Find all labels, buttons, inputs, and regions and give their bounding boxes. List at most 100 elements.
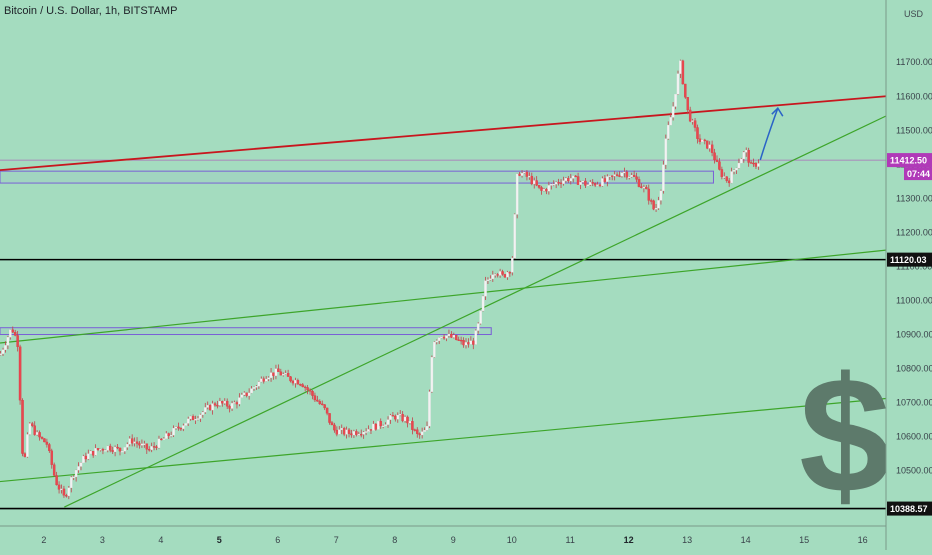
candle-down [710, 144, 714, 153]
candle-down [720, 169, 724, 177]
x-tick-label: 10 [507, 535, 517, 545]
candle-up [552, 183, 555, 186]
y-tick-label: 11200.00 [896, 227, 932, 237]
candle-up [674, 93, 677, 107]
candle-down [40, 436, 44, 439]
candle-up [430, 357, 434, 392]
candle-down [235, 402, 239, 405]
candle-up [476, 323, 480, 331]
candle-up [121, 450, 124, 453]
candle-up [550, 183, 553, 186]
candle-up [423, 430, 426, 432]
candle-up [274, 368, 278, 376]
candle-up [338, 429, 341, 435]
candle-up [757, 163, 760, 167]
candle-down [13, 332, 17, 336]
y-tick-label: 11600.00 [896, 91, 932, 101]
candle-down [296, 380, 300, 385]
x-tick-label: 2 [41, 535, 46, 545]
candle-up [74, 469, 78, 478]
candle-down [450, 333, 453, 338]
candle-up [662, 164, 665, 192]
candle-down [693, 120, 697, 128]
candle-down [637, 179, 641, 187]
candle-down [455, 335, 458, 340]
candle-down [618, 175, 621, 177]
candle-up [194, 419, 197, 421]
candle-up [381, 425, 385, 427]
candle-up [243, 392, 246, 396]
candle-up [162, 438, 166, 440]
candle-up [452, 335, 456, 338]
candle-down [413, 429, 417, 431]
candle-down [462, 340, 465, 346]
forecast-arrowhead [771, 106, 784, 117]
candle-up [99, 449, 102, 451]
x-tick-label: 14 [741, 535, 751, 545]
candle-up [630, 174, 633, 177]
candle-up [281, 374, 285, 376]
candle-up [669, 117, 672, 126]
candle-up [238, 397, 241, 405]
candle-up [0, 353, 2, 356]
candle-up [606, 176, 609, 182]
candle-down [359, 434, 363, 436]
candle-down [503, 274, 507, 278]
x-tick-label: 6 [275, 535, 280, 545]
x-tick-label: 9 [451, 535, 456, 545]
candle-up [340, 428, 343, 430]
candle-up [123, 447, 127, 452]
candle-down [213, 403, 217, 406]
candle-up [206, 405, 209, 408]
candle-down [703, 139, 707, 142]
candle-down [333, 424, 336, 431]
candle-down [303, 386, 307, 389]
candle-down [467, 342, 470, 345]
candle-up [601, 178, 604, 187]
candle-down [96, 448, 100, 450]
candle-up [184, 423, 188, 426]
candle-down [545, 189, 548, 192]
candle-up [701, 139, 704, 142]
candle-down [725, 176, 728, 181]
candle-up [435, 340, 439, 343]
candle-down [632, 174, 636, 177]
countdown-label: 07:44 [907, 169, 930, 179]
x-tick-label: 4 [158, 535, 163, 545]
candle-up [60, 488, 63, 491]
candle-up [596, 184, 599, 186]
y-tick-label: 11300.00 [896, 193, 932, 203]
candle-up [664, 138, 668, 165]
candle-down [160, 438, 163, 441]
candle-up [106, 445, 110, 451]
x-tick-label: 16 [858, 535, 868, 545]
candle-down [31, 423, 34, 426]
y-tick-label: 11500.00 [896, 125, 932, 135]
candle-down [84, 455, 88, 460]
candle-up [157, 438, 161, 448]
candle-down [406, 416, 409, 424]
candle-up [28, 423, 32, 435]
countdown-badge [904, 167, 932, 181]
candle-up [659, 190, 663, 201]
candle-down [145, 443, 149, 450]
candle-up [252, 387, 256, 389]
candle-up [269, 372, 273, 378]
candle-down [325, 407, 329, 414]
y-tick-label: 11700.00 [896, 57, 932, 67]
candle-up [671, 106, 675, 118]
candle-up [623, 171, 626, 174]
candle-up [72, 476, 75, 479]
candle-down [342, 428, 346, 435]
candle-up [70, 477, 73, 488]
candle-up [189, 416, 192, 420]
candle-down [316, 399, 319, 402]
candle-down [286, 373, 290, 377]
candle-up [440, 336, 443, 339]
candle-up [691, 120, 694, 122]
candle-down [299, 384, 302, 386]
candle-up [528, 175, 531, 178]
candle-up [284, 373, 287, 375]
